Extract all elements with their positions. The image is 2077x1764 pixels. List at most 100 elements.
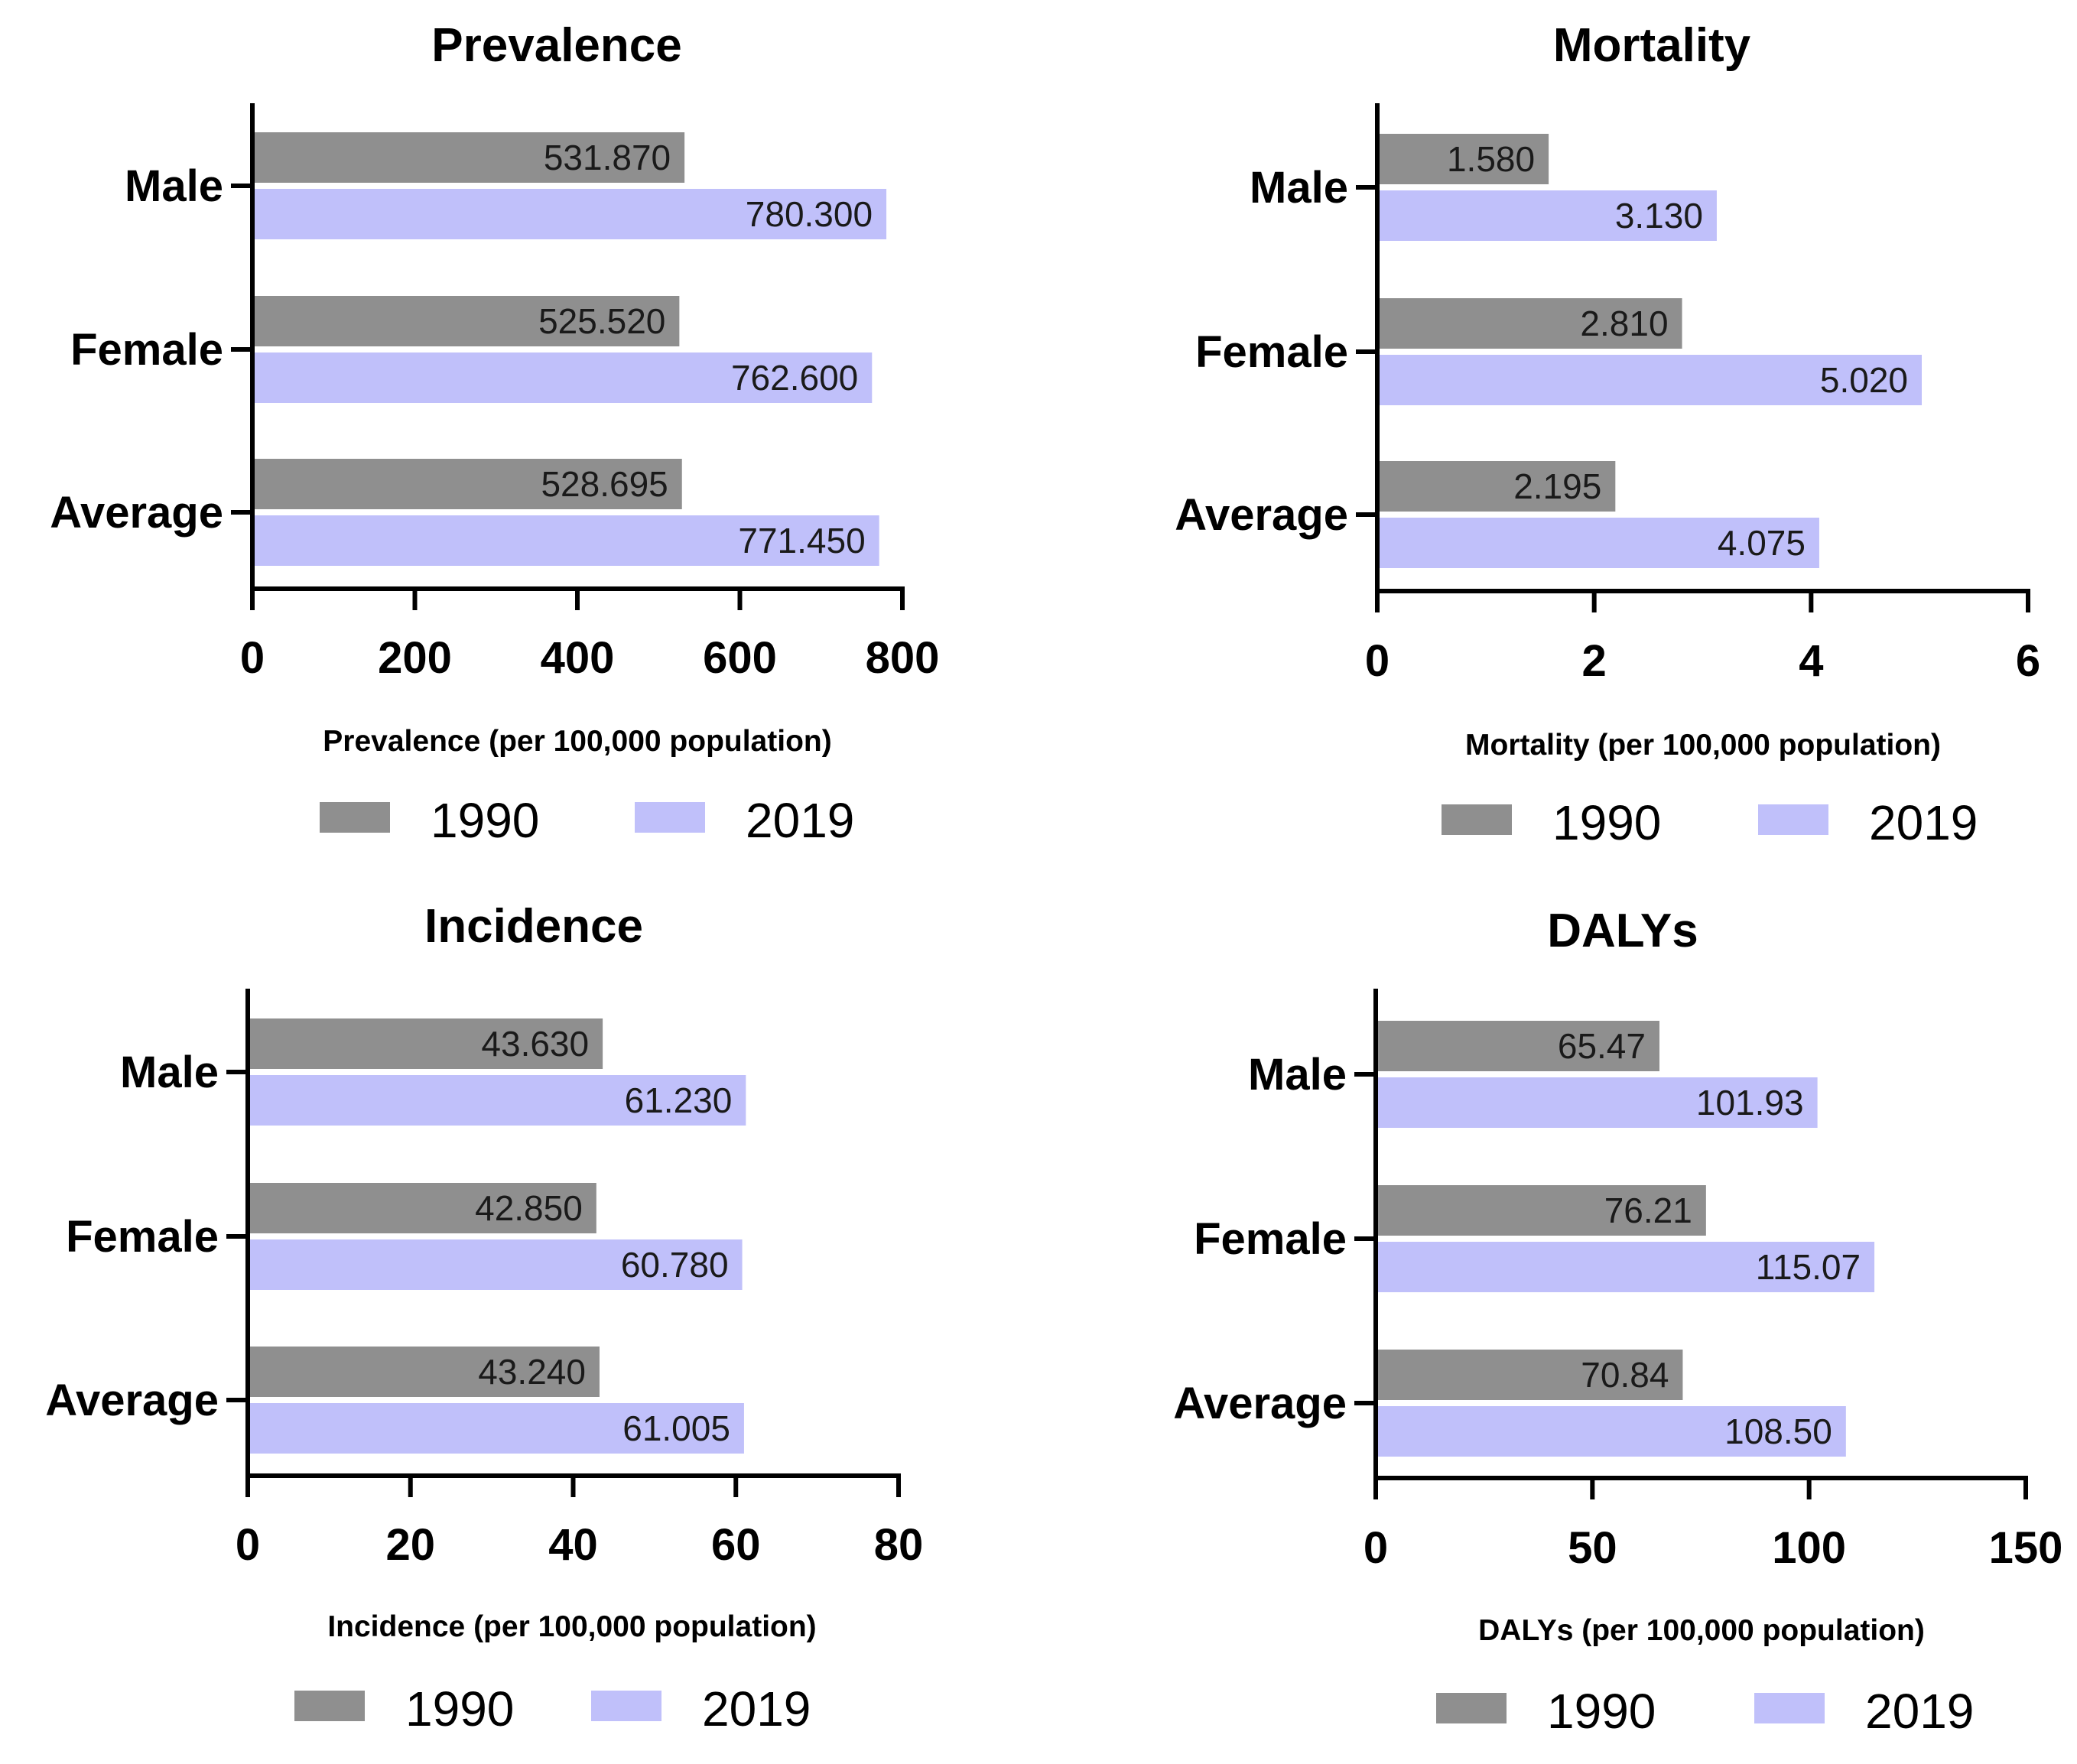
chart-prevalence: Prevalence 531.870 780.300 Male 525.520 762.6… [50,19,939,848]
bar-1990-average [1378,1350,1683,1400]
data-label-2019-female: 762.600 [731,358,858,398]
category-label-average: Average [50,488,223,538]
chart-mortality: Mortality 1.580 3.130 Male 2.810 5.020 Female 2… [1175,19,2040,850]
x-tick-label: 100 [1772,1523,1846,1573]
category-label-average: Average [45,1376,219,1425]
data-label-1990-female: 525.520 [538,301,665,341]
legend-swatch-1990 [320,802,390,833]
legend-label-1990: 1990 [405,1681,514,1736]
bar-2019-female [1378,1242,1875,1292]
legend: 1990 2019 [1436,1684,1974,1739]
x-axis-label: Prevalence (per 100,000 population) [323,725,831,758]
legend-label-2019: 2019 [702,1681,811,1736]
bar-2019-male [1380,190,1717,241]
legend-swatch-1990 [294,1691,365,1721]
legend: 1990 2019 [1442,795,1978,850]
bar-2019-female [1380,355,1923,405]
category-label-female: Female [1194,1214,1347,1264]
bar-2019-male [1378,1077,1818,1128]
data-label-1990-female: 2.810 [1580,304,1668,343]
x-axis-label: Mortality (per 100,000 population) [1465,729,1941,762]
data-label-2019-female: 115.07 [1756,1247,1861,1287]
bar-1990-average [1380,461,1616,512]
category-label-male: Male [125,161,223,211]
bar-2019-average [1378,1406,1846,1457]
legend-label-1990: 1990 [1547,1684,1656,1739]
legend-swatch-1990 [1442,804,1512,835]
legend-swatch-2019 [591,1691,661,1721]
legend-swatch-2019 [1754,1693,1825,1723]
chart-title: Mortality [1553,19,1751,72]
data-label-1990-female: 76.21 [1604,1191,1692,1230]
bar-2019-average [255,515,879,566]
chart-title: DALYs [1547,905,1698,957]
x-tick-label: 0 [240,633,265,683]
data-label-2019-male: 61.230 [625,1080,733,1120]
legend-swatch-1990 [1436,1693,1507,1723]
x-tick-label: 2 [1582,636,1607,686]
category-label-female: Female [70,325,223,375]
category-label-female: Female [66,1212,219,1262]
x-tick-label: 6 [2016,636,2040,686]
data-label-1990-female: 42.850 [475,1188,583,1228]
x-axis-label: Incidence (per 100,000 population) [327,1610,816,1643]
legend-swatch-2019 [1758,804,1828,835]
data-label-1990-male: 531.870 [544,138,671,177]
category-label-male: Male [1250,163,1348,213]
x-tick-label: 150 [1989,1523,2063,1573]
bar-1990-average [255,459,682,509]
bar-2019-average [1380,518,1819,568]
bar-1990-male [1378,1021,1659,1071]
category-label-male: Male [1248,1050,1347,1100]
bar-1990-male [1380,134,1549,184]
bar-1990-male [255,132,685,183]
legend-label-1990: 1990 [431,793,539,848]
x-tick-label: 20 [385,1520,435,1570]
chart-incidence: Incidence 43.630 61.230 Male 42.850 60.780 Fem… [45,900,923,1736]
data-label-2019-average: 771.450 [738,521,865,560]
bar-1990-female [255,296,680,346]
data-label-1990-male: 43.630 [481,1024,589,1064]
category-label-average: Average [1173,1379,1347,1428]
x-tick-label: 4 [1799,636,1823,686]
legend-label-2019: 2019 [1869,795,1978,850]
data-label-1990-average: 70.84 [1581,1355,1669,1395]
x-tick-label: 40 [548,1520,598,1570]
legend: 1990 2019 [320,793,854,848]
bar-1990-average [250,1347,600,1397]
chart-title: Prevalence [431,19,681,72]
legend-label-2019: 2019 [1865,1684,1974,1739]
legend-label-1990: 1990 [1552,795,1661,850]
x-tick-label: 0 [1364,1523,1388,1573]
data-label-2019-male: 780.300 [746,194,873,234]
x-tick-label: 80 [874,1520,924,1570]
bar-2019-female [250,1239,743,1290]
x-axis-label: DALYs (per 100,000 population) [1478,1614,1925,1647]
bar-1990-female [250,1183,596,1233]
data-label-1990-average: 43.240 [478,1352,586,1392]
data-label-1990-average: 528.695 [541,464,668,504]
x-tick-label: 50 [1568,1523,1617,1573]
data-label-2019-male: 3.130 [1615,196,1703,236]
x-tick-label: 60 [711,1520,761,1570]
data-label-2019-male: 101.93 [1696,1083,1804,1122]
x-tick-label: 400 [541,633,615,683]
data-label-1990-male: 65.47 [1558,1026,1646,1066]
bar-1990-male [250,1018,603,1069]
data-label-2019-female: 60.780 [621,1245,729,1285]
category-label-average: Average [1175,490,1348,540]
data-label-2019-average: 108.50 [1724,1412,1832,1451]
x-tick-label: 600 [703,633,777,683]
bar-1990-female [1380,298,1682,349]
data-label-2019-average: 61.005 [622,1408,730,1448]
category-label-male: Male [120,1048,219,1097]
data-label-1990-male: 1.580 [1447,139,1535,179]
x-tick-label: 0 [236,1520,260,1570]
bar-1990-female [1378,1185,1706,1236]
bar-2019-female [255,352,873,403]
data-label-1990-average: 2.195 [1513,466,1601,506]
x-tick-label: 200 [378,633,452,683]
x-tick-label: 800 [866,633,940,683]
bar-2019-male [255,189,887,239]
